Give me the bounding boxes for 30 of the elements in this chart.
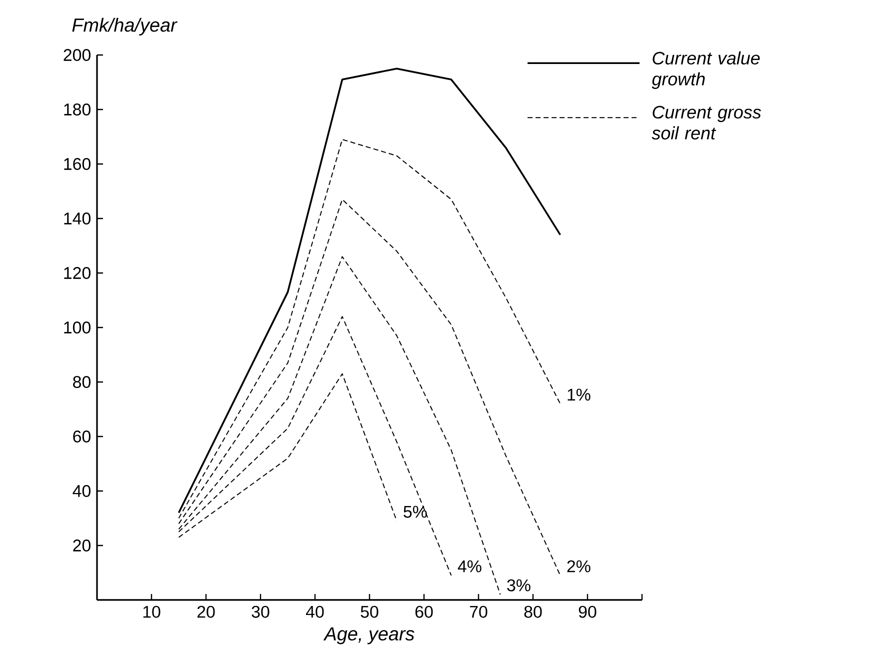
- y-tick-label: 80: [73, 376, 91, 388]
- line-series: [178, 373, 398, 538]
- x-axis-title: Age, years: [323, 627, 414, 644]
- annotation: 4%: [458, 560, 482, 572]
- y-axis-title: Fmk/ha/year: [72, 18, 178, 36]
- annotation: 5%: [404, 506, 427, 518]
- x-tick-label: 10: [143, 606, 160, 618]
- x-tick-label: 50: [360, 606, 378, 618]
- y-tick-label: 60: [73, 430, 91, 442]
- text: Current gross soil rent: [652, 106, 761, 140]
- x-tick-label: 40: [306, 606, 324, 618]
- x-tick-label: 80: [524, 606, 542, 618]
- y-tick-label: 20: [73, 539, 91, 552]
- x-tick-label: 70: [470, 606, 488, 618]
- x-tick-label: 30: [252, 606, 270, 618]
- text: Current value growth: [652, 51, 760, 89]
- y-tick-label: 180: [64, 103, 91, 116]
- x-tick-label: 20: [197, 606, 215, 618]
- x-tick-label: 60: [415, 606, 433, 618]
- y-tick-label: 200: [64, 48, 91, 61]
- y-tick-label: 160: [64, 158, 91, 170]
- y-tick-label: 120: [64, 266, 91, 279]
- y-tick-label: 40: [72, 484, 91, 497]
- annotation: 2%: [567, 560, 590, 572]
- y-tick-label: 100: [64, 321, 91, 334]
- annotation: 3%: [507, 579, 530, 592]
- annotation: 1%: [568, 388, 590, 401]
- x-tick-label: 90: [578, 606, 596, 618]
- y-tick-label: 140: [64, 212, 91, 224]
- line-series: [178, 256, 501, 596]
